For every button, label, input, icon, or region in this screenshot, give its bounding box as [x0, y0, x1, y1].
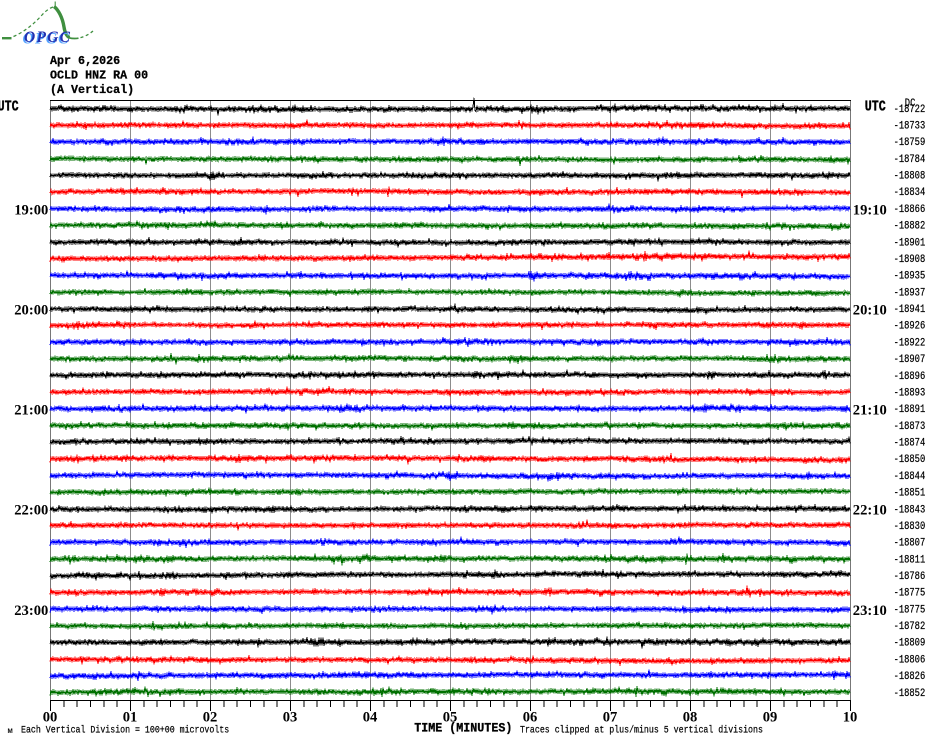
svg-text:-18759: -18759 — [894, 136, 926, 148]
svg-text:20:00: 20:00 — [14, 302, 48, 318]
svg-text:07: 07 — [603, 709, 618, 725]
svg-text:-18843: -18843 — [894, 504, 926, 516]
svg-text:-18830: -18830 — [894, 520, 926, 532]
svg-text:02: 02 — [203, 709, 218, 725]
svg-text:M: M — [8, 728, 13, 735]
svg-text:UTC: UTC — [865, 99, 886, 116]
svg-text:-18874: -18874 — [894, 437, 926, 449]
svg-text:DC: DC — [905, 97, 916, 109]
svg-text:-18893: -18893 — [894, 387, 926, 399]
svg-text:-18896: -18896 — [894, 370, 926, 382]
svg-text:-18926: -18926 — [894, 320, 926, 332]
svg-text:23:00: 23:00 — [14, 603, 48, 619]
svg-text:-18922: -18922 — [894, 337, 926, 349]
svg-text:22:00: 22:00 — [14, 503, 48, 519]
svg-text:19:10: 19:10 — [853, 202, 887, 218]
svg-text:-18866: -18866 — [894, 203, 926, 215]
svg-text:-18811: -18811 — [894, 554, 926, 566]
svg-text:-18907: -18907 — [894, 353, 926, 365]
svg-text:Each Vertical Division = 100+: Each Vertical Division = 100+00 microvol… — [21, 724, 229, 736]
svg-text:-18935: -18935 — [894, 270, 926, 282]
svg-text:22:10: 22:10 — [853, 503, 887, 519]
svg-text:(A Vertical): (A Vertical) — [50, 83, 134, 97]
svg-text:23:10: 23:10 — [853, 603, 887, 619]
svg-text:08: 08 — [683, 709, 698, 725]
svg-text:OCLD HNZ RA 00: OCLD HNZ RA 00 — [50, 69, 148, 83]
svg-text:-18782: -18782 — [894, 620, 926, 632]
svg-text:-18901: -18901 — [894, 237, 926, 249]
svg-text:-18851: -18851 — [894, 487, 926, 499]
svg-text:09: 09 — [763, 709, 778, 725]
svg-text:00: 00 — [43, 709, 58, 725]
svg-text:10: 10 — [843, 709, 858, 725]
svg-text:-18941: -18941 — [894, 303, 926, 315]
svg-text:21:00: 21:00 — [14, 403, 48, 419]
svg-text:-18809: -18809 — [894, 637, 926, 649]
svg-text:20:10: 20:10 — [853, 302, 887, 318]
svg-text:Traces clipped at plus/minus 5: Traces clipped at plus/minus 5 vertical … — [520, 723, 763, 735]
svg-text:OPGC: OPGC — [23, 31, 70, 48]
svg-text:-18775: -18775 — [894, 587, 926, 599]
svg-text:05: 05 — [443, 709, 458, 725]
svg-text:03: 03 — [283, 709, 298, 725]
svg-text:-18784: -18784 — [894, 153, 926, 165]
svg-text:-18786: -18786 — [894, 570, 926, 582]
svg-text:TIME (MINUTES): TIME (MINUTES) — [414, 721, 512, 736]
svg-text:19:00: 19:00 — [14, 202, 48, 218]
svg-text:-18882: -18882 — [894, 220, 926, 232]
svg-text:-18891: -18891 — [894, 403, 926, 415]
svg-text:-18808: -18808 — [894, 170, 926, 182]
svg-text:-18807: -18807 — [894, 537, 926, 549]
svg-text:-18850: -18850 — [894, 453, 926, 465]
svg-text:-18733: -18733 — [894, 120, 926, 132]
svg-text:-18806: -18806 — [894, 654, 926, 666]
svg-text:-18844: -18844 — [894, 470, 926, 482]
svg-text:21:10: 21:10 — [853, 403, 887, 419]
svg-text:04: 04 — [363, 709, 378, 725]
svg-text:OPGC: OPGC — [24, 29, 71, 46]
svg-text:-18908: -18908 — [894, 253, 926, 265]
svg-text:-18775: -18775 — [894, 604, 926, 616]
svg-text:-18722: -18722 — [894, 103, 926, 115]
svg-text:-18873: -18873 — [894, 420, 926, 432]
svg-text:Apr 6,2026: Apr 6,2026 — [50, 54, 120, 68]
svg-text:-18834: -18834 — [894, 186, 926, 198]
svg-text:-18826: -18826 — [894, 670, 926, 682]
svg-text:01: 01 — [123, 709, 138, 725]
svg-text:-18852: -18852 — [894, 687, 926, 699]
svg-text:-18937: -18937 — [894, 287, 926, 299]
svg-text:06: 06 — [523, 709, 538, 725]
svg-text:UTC: UTC — [0, 99, 19, 116]
